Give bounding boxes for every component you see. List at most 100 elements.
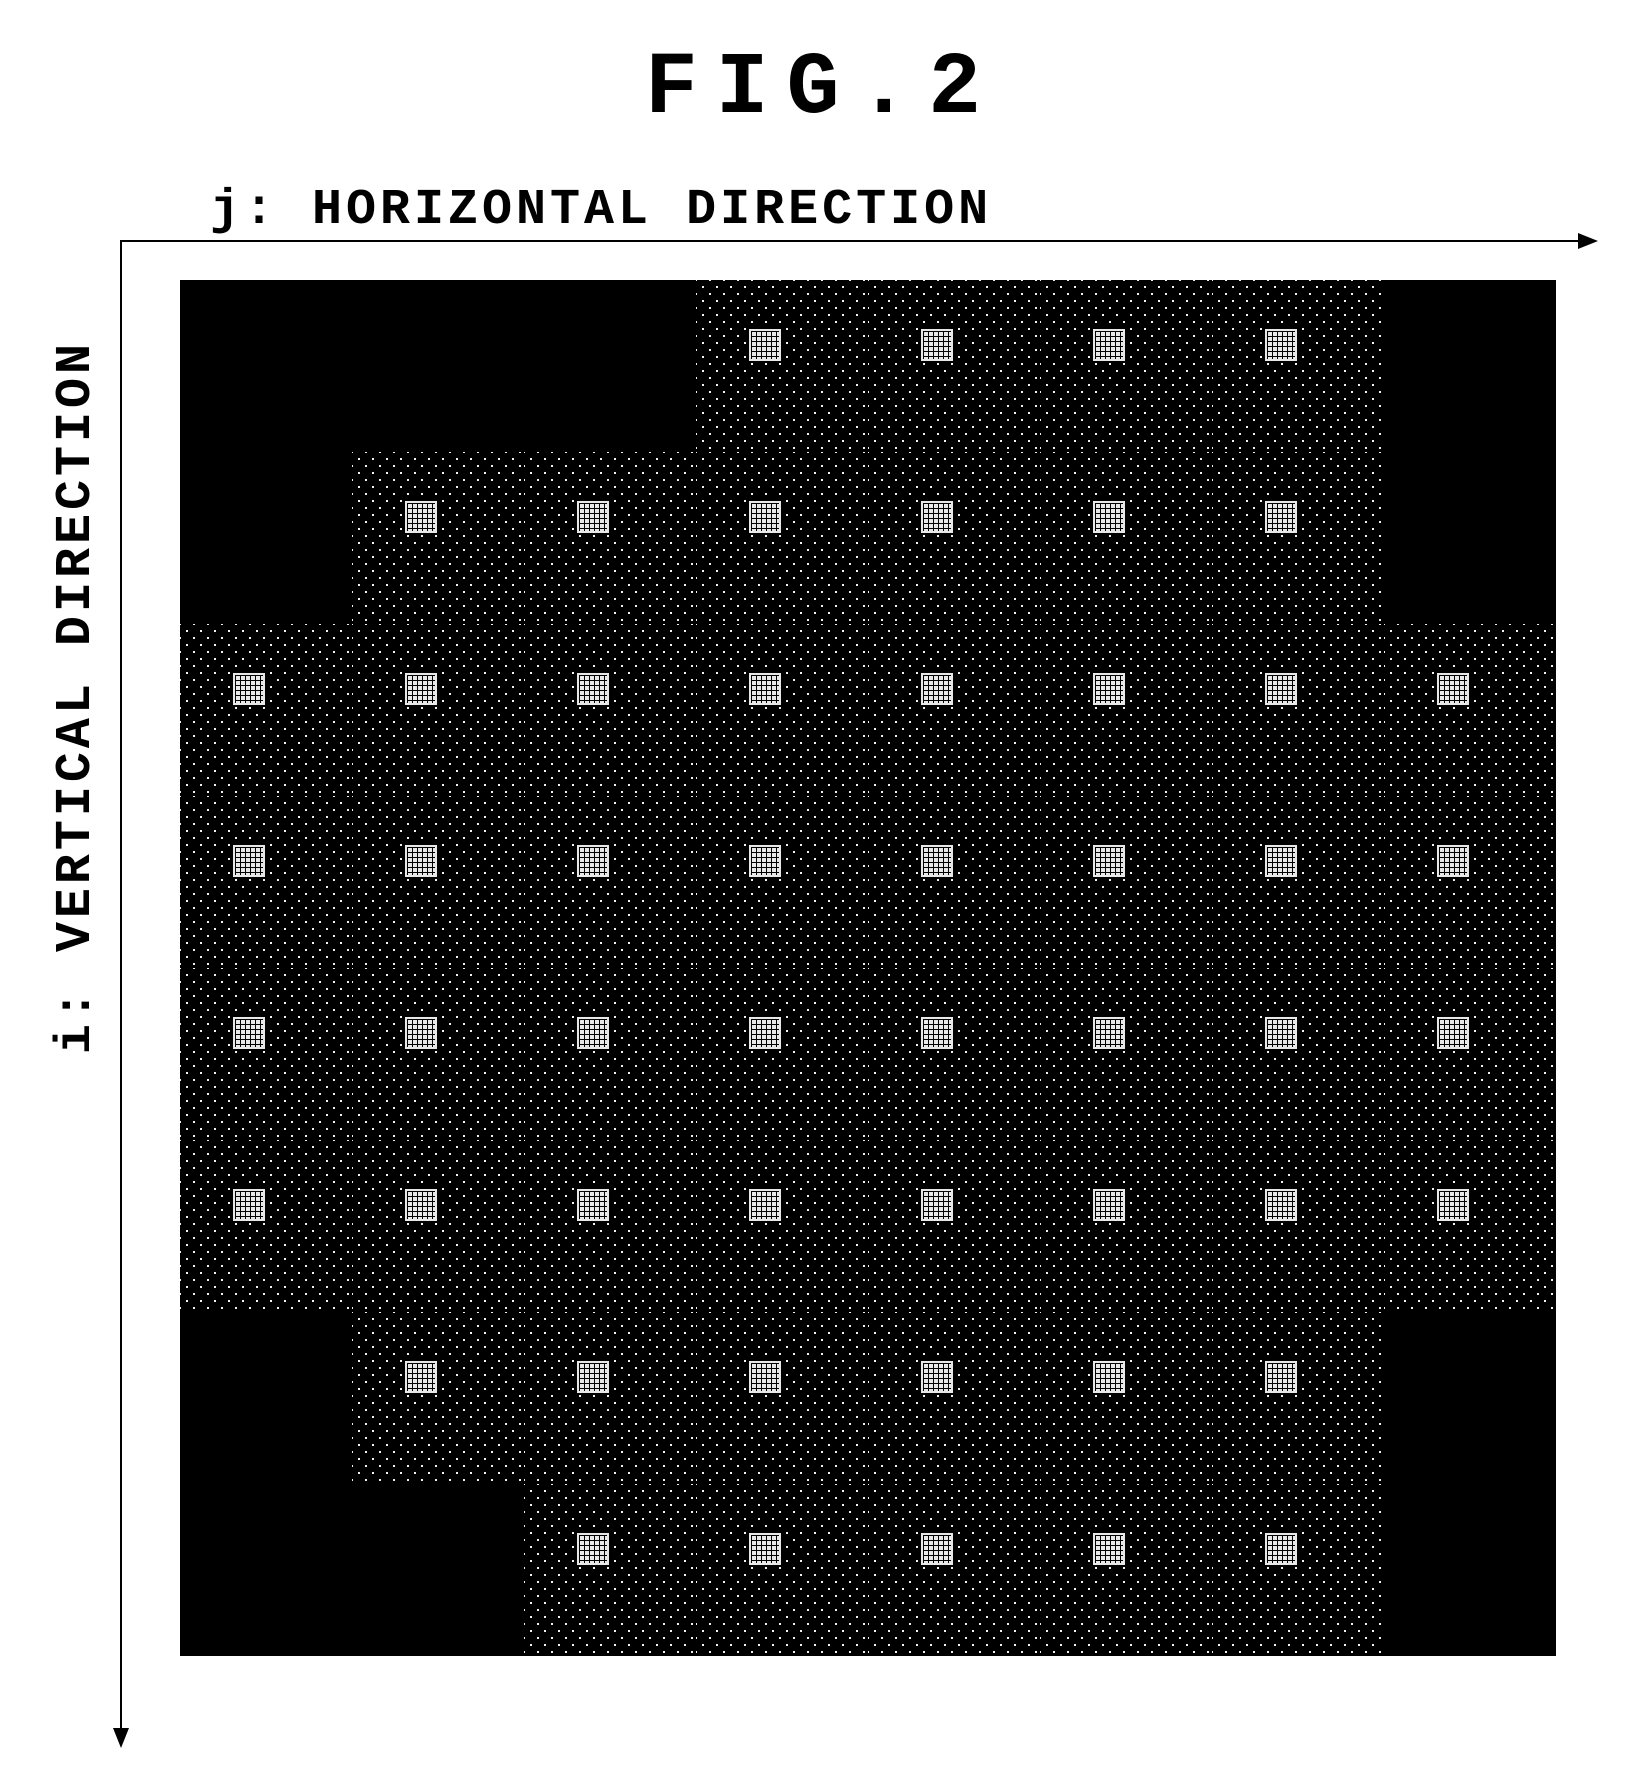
pattern-cell <box>868 968 1040 1140</box>
cell-marker-icon <box>1091 1359 1127 1395</box>
pattern-grid <box>180 280 1556 1656</box>
cell-marker-icon <box>1435 671 1471 707</box>
horizontal-axis <box>120 240 1580 242</box>
cell-marker-icon <box>403 1187 439 1223</box>
pattern-cell <box>524 1312 696 1484</box>
cell-marker-icon <box>919 1015 955 1051</box>
pattern-cell <box>524 280 696 452</box>
pattern-cell <box>696 968 868 1140</box>
horizontal-axis-arrowhead <box>1578 233 1598 249</box>
pattern-cell <box>524 624 696 796</box>
axes-frame: j: HORIZONTAL DIRECTION i: VERTICAL DIRE… <box>120 240 1580 1730</box>
pattern-cell <box>352 280 524 452</box>
pattern-cell <box>352 1312 524 1484</box>
cell-marker-icon <box>919 1359 955 1395</box>
cell-marker-icon <box>747 1187 783 1223</box>
pattern-cell <box>180 1312 352 1484</box>
cell-marker-icon <box>747 671 783 707</box>
vertical-axis-label: i: VERTICAL DIRECTION <box>48 340 105 1054</box>
pattern-cell <box>1212 968 1384 1140</box>
pattern-cell <box>868 624 1040 796</box>
cell-marker-icon <box>1091 1187 1127 1223</box>
pattern-cell <box>1040 452 1212 624</box>
pattern-cell <box>524 968 696 1140</box>
pattern-cell <box>868 796 1040 968</box>
cell-marker-icon <box>403 671 439 707</box>
pattern-cell <box>1384 1140 1556 1312</box>
pattern-cell <box>696 796 868 968</box>
cell-marker-icon <box>919 671 955 707</box>
pattern-cell <box>868 1484 1040 1656</box>
cell-marker-icon <box>1091 1015 1127 1051</box>
cell-marker-icon <box>575 1015 611 1051</box>
cell-marker-icon <box>1263 843 1299 879</box>
pattern-cell <box>1040 624 1212 796</box>
cell-marker-icon <box>1263 671 1299 707</box>
pattern-cell <box>1040 280 1212 452</box>
pattern-cell <box>352 1484 524 1656</box>
pattern-cell <box>1040 1140 1212 1312</box>
pattern-cell <box>696 1484 868 1656</box>
pattern-cell <box>1384 968 1556 1140</box>
pattern-cell <box>696 1312 868 1484</box>
pattern-cell <box>1384 280 1556 452</box>
cell-marker-icon <box>403 843 439 879</box>
cell-marker-icon <box>1263 1015 1299 1051</box>
pattern-cell <box>352 796 524 968</box>
pattern-cell <box>1040 796 1212 968</box>
pattern-cell <box>1040 968 1212 1140</box>
cell-marker-icon <box>575 499 611 535</box>
cell-marker-icon <box>231 843 267 879</box>
pattern-cell <box>180 280 352 452</box>
pattern-cell <box>1040 1312 1212 1484</box>
cell-marker-icon <box>1435 1015 1471 1051</box>
pattern-cell <box>868 1312 1040 1484</box>
pattern-cell <box>868 452 1040 624</box>
cell-marker-icon <box>747 1531 783 1567</box>
pattern-cell <box>1384 1484 1556 1656</box>
cell-marker-icon <box>1435 1187 1471 1223</box>
cell-marker-icon <box>1091 671 1127 707</box>
pattern-cell <box>696 1140 868 1312</box>
cell-marker-icon <box>231 1187 267 1223</box>
pattern-cell <box>524 452 696 624</box>
cell-marker-icon <box>1091 843 1127 879</box>
pattern-cell <box>1212 1140 1384 1312</box>
cell-marker-icon <box>919 843 955 879</box>
pattern-cell <box>180 1484 352 1656</box>
pattern-cell <box>1384 796 1556 968</box>
cell-marker-icon <box>1091 1531 1127 1567</box>
vertical-axis <box>120 240 122 1730</box>
pattern-cell <box>1212 796 1384 968</box>
pattern-cell <box>1384 452 1556 624</box>
pattern-cell <box>524 1140 696 1312</box>
pattern-cell <box>1212 624 1384 796</box>
pattern-cell <box>868 280 1040 452</box>
cell-marker-icon <box>747 499 783 535</box>
cell-marker-icon <box>575 1531 611 1567</box>
cell-marker-icon <box>919 1531 955 1567</box>
cell-marker-icon <box>747 327 783 363</box>
cell-marker-icon <box>231 671 267 707</box>
pattern-cell <box>1212 452 1384 624</box>
cell-marker-icon <box>1263 499 1299 535</box>
cell-marker-icon <box>1435 843 1471 879</box>
pattern-cell <box>1212 1312 1384 1484</box>
pattern-cell <box>696 280 868 452</box>
pattern-cell <box>1212 280 1384 452</box>
pattern-cell <box>524 796 696 968</box>
pattern-cell <box>868 1140 1040 1312</box>
pattern-cell <box>696 452 868 624</box>
cell-marker-icon <box>1091 499 1127 535</box>
vertical-axis-arrowhead <box>113 1728 129 1748</box>
cell-marker-icon <box>403 1015 439 1051</box>
pattern-cell <box>180 1140 352 1312</box>
pattern-cell <box>352 452 524 624</box>
figure-title: FIG.2 <box>0 40 1644 139</box>
cell-marker-icon <box>1091 327 1127 363</box>
pattern-cell <box>1040 1484 1212 1656</box>
pattern-cell <box>180 624 352 796</box>
cell-marker-icon <box>575 1359 611 1395</box>
pattern-cell <box>180 796 352 968</box>
pattern-cell <box>180 452 352 624</box>
